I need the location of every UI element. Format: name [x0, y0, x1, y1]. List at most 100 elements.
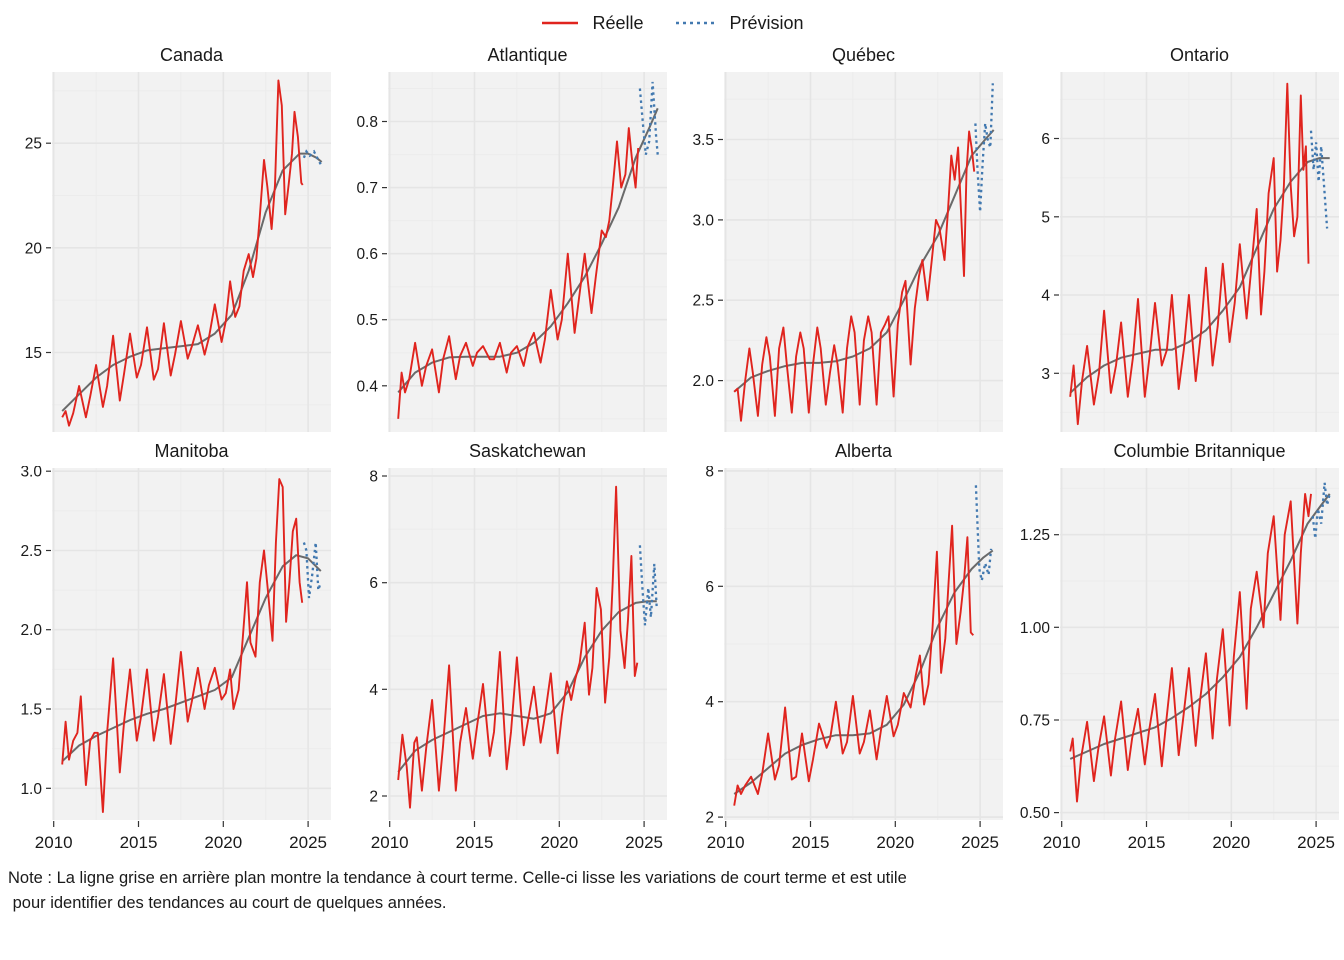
reelle-line-swatch-icon [542, 21, 579, 25]
reelle-line [397, 127, 640, 419]
y-tick-label: 2.0 [692, 373, 714, 390]
y-tick-label: 15 [25, 345, 42, 362]
reelle-line [61, 478, 304, 814]
footnote-line-2: pour identifier des tendances au court d… [8, 893, 447, 912]
y-tick-label: 2 [369, 789, 378, 806]
legend-item-prevision: Prévision [674, 13, 804, 34]
y-tick-label: 0.4 [356, 378, 378, 395]
x-tick-label: 2020 [540, 833, 578, 852]
panel-background [388, 72, 667, 432]
reelle-line [397, 485, 639, 809]
x-tick-label: 2010 [371, 833, 409, 852]
facet-grid: Canada 15 20 25 Atlantique 0.4 0.5 0.6 0.7 0.8 Qué… [0, 40, 1344, 858]
y-tick-label: 8 [705, 466, 714, 480]
trend-line [1069, 157, 1330, 394]
x-tick-label: 2025 [289, 833, 327, 852]
facet-title: Saskatchewan [468, 440, 587, 461]
x-tick-label: 2015 [1128, 833, 1166, 852]
facet-chart-saskatchewan: 2 4 6 8 2010 2015 2020 2025 [369, 468, 667, 852]
facet-chart-quebec: 2.0 2.5 3.0 3.5 [692, 72, 1003, 432]
x-tick-label: 2010 [707, 833, 745, 852]
y-tick-label: 6 [705, 579, 714, 596]
facet-title: Manitoba [154, 440, 229, 461]
panel-background [52, 468, 331, 820]
facet-columbie-britannique: Columbie Britannique 0.50 0.75 1.00 1.25 2010… [1008, 436, 1344, 858]
y-tick-label: 0.50 [1020, 805, 1051, 822]
y-tick-label: 3.5 [692, 132, 714, 149]
y-tick-label: 25 [25, 136, 42, 153]
facet-chart-ontario: 3 4 5 6 [1041, 72, 1339, 432]
prevision-line [974, 83, 994, 212]
x-tick-label: 2020 [1212, 833, 1250, 852]
y-tick-label: 2 [705, 810, 714, 827]
y-tick-label: 2.0 [20, 622, 42, 639]
reelle-line [1069, 82, 1310, 426]
x-tick-label: 2020 [876, 833, 914, 852]
facet-ontario: Ontario 3 4 5 6 [1008, 40, 1344, 436]
x-tick-label: 2020 [204, 833, 242, 852]
reelle-line [733, 130, 976, 422]
footnote-line-1: Note : La ligne grise en arrière plan mo… [8, 869, 907, 887]
legend-item-reelle: Réelle [540, 12, 644, 34]
x-tick-label: 2025 [625, 833, 663, 852]
y-tick-label: 4 [705, 694, 714, 711]
facet-chart-manitoba: 1.0 1.5 2.0 2.5 3.0 2010 2015 2020 2025 [20, 466, 331, 852]
prevision-line-swatch-icon [675, 21, 716, 25]
facet-title: Canada [159, 44, 224, 65]
panel-background [52, 72, 331, 432]
y-tick-label: 1.0 [20, 781, 42, 798]
y-tick-label: 1.00 [1020, 620, 1051, 637]
y-tick-label: 1.5 [20, 702, 42, 719]
facet-quebec: Québec 2.0 2.5 3.0 3.5 [672, 40, 1008, 436]
facet-alberta: Alberta 2 4 6 8 2010 2015 2020 2025 [672, 436, 1008, 858]
facet-title: Atlantique [487, 44, 568, 65]
prevision-line [302, 542, 322, 599]
panel-background [724, 72, 1003, 432]
prevision-line [1311, 482, 1331, 539]
facet-chart-alberta: 2 4 6 8 2010 2015 2020 2025 [705, 466, 1003, 852]
y-tick-label: 20 [25, 240, 43, 257]
facet-manitoba: Manitoba 1.0 1.5 2.0 2.5 3.0 2010 2015 2020 2025 [0, 436, 336, 858]
facet-title: Québec [831, 44, 896, 65]
facet-canada: Canada 15 20 25 [0, 40, 336, 436]
y-tick-label: 0.8 [356, 114, 378, 131]
y-tick-label: 2.5 [20, 543, 42, 560]
y-tick-label: 5 [1041, 209, 1050, 226]
reelle-line [733, 524, 975, 806]
y-tick-label: 0.6 [356, 246, 378, 263]
y-tick-label: 1.25 [1020, 527, 1050, 544]
facet-chart-columbie-britannique: 0.50 0.75 1.00 1.25 2010 2015 2020 2025 [1020, 468, 1339, 852]
prevision-line [974, 485, 993, 581]
x-tick-label: 2025 [961, 833, 999, 852]
facet-saskatchewan: Saskatchewan 2 4 6 8 2010 2015 2020 2025 [336, 436, 672, 858]
x-tick-label: 2015 [792, 833, 830, 852]
y-tick-label: 6 [369, 575, 378, 592]
y-tick-label: 0.7 [356, 180, 378, 197]
y-tick-label: 2.5 [692, 293, 714, 310]
y-tick-label: 0.75 [1020, 713, 1050, 730]
facet-title: Columbie Britannique [1113, 440, 1286, 461]
x-tick-label: 2025 [1297, 833, 1335, 852]
facet-atlantique: Atlantique 0.4 0.5 0.6 0.7 0.8 [336, 40, 672, 436]
reelle-line [1069, 492, 1312, 803]
y-tick-label: 0.5 [356, 312, 378, 329]
y-tick-label: 8 [369, 469, 378, 486]
y-tick-label: 3 [1041, 366, 1050, 383]
prevision-line [638, 81, 659, 155]
panel-background [1060, 468, 1339, 820]
facet-chart-canada: 15 20 25 [25, 72, 331, 432]
y-tick-label: 3.0 [692, 212, 714, 229]
facet-chart-atlantique: 0.4 0.5 0.6 0.7 0.8 [356, 72, 667, 432]
facet-title: Alberta [834, 440, 893, 461]
y-tick-label: 6 [1041, 131, 1050, 148]
x-tick-label: 2015 [456, 833, 494, 852]
prevision-line [638, 545, 658, 626]
legend-label-reelle: Réelle [592, 12, 644, 33]
prevision-line [302, 149, 323, 167]
x-tick-label: 2015 [120, 833, 158, 852]
x-tick-label: 2010 [1043, 833, 1081, 852]
legend-label-prevision: Prévision [729, 12, 804, 33]
y-tick-label: 3.0 [20, 466, 42, 481]
reelle-line [61, 79, 304, 427]
legend: Réelle Prévision [0, 0, 1344, 38]
